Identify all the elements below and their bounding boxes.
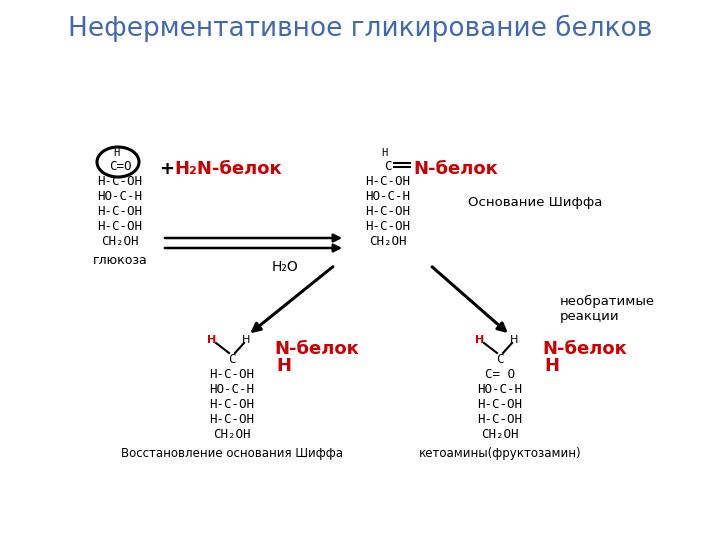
Text: H-C-OH: H-C-OH [366, 175, 410, 188]
Text: CH₂OH: CH₂OH [369, 235, 407, 248]
Text: CH₂OH: CH₂OH [213, 428, 251, 441]
Text: кетоамины(фруктозамин): кетоамины(фруктозамин) [419, 447, 581, 460]
Text: H: H [276, 357, 291, 375]
Text: HO-C-H: HO-C-H [97, 190, 143, 203]
Text: Восстановление основания Шиффа: Восстановление основания Шиффа [121, 447, 343, 460]
Text: H-C-OH: H-C-OH [366, 220, 410, 233]
Text: H: H [475, 335, 485, 345]
Text: H₂O: H₂O [271, 260, 298, 274]
Text: C: C [496, 353, 504, 366]
Text: H-C-OH: H-C-OH [210, 368, 254, 381]
Text: H-C-OH: H-C-OH [97, 205, 143, 218]
Text: CH₂OH: CH₂OH [481, 428, 518, 441]
Text: C=O: C=O [109, 160, 131, 173]
Text: Основание Шиффа: Основание Шиффа [468, 196, 603, 209]
Text: H: H [381, 148, 387, 158]
Text: H-C-OH: H-C-OH [477, 413, 523, 426]
Text: HO-C-H: HO-C-H [477, 383, 523, 396]
Text: H: H [207, 335, 217, 345]
Text: H: H [544, 357, 559, 375]
Text: C: C [228, 353, 235, 366]
Text: HO-C-H: HO-C-H [366, 190, 410, 203]
Text: CH₂OH: CH₂OH [102, 235, 139, 248]
Text: N-белок: N-белок [274, 340, 359, 358]
Text: N-белок: N-белок [542, 340, 626, 358]
Text: +: + [160, 160, 181, 178]
Text: H-C-OH: H-C-OH [97, 175, 143, 188]
Text: H-C-OH: H-C-OH [97, 220, 143, 233]
Text: H-C-OH: H-C-OH [366, 205, 410, 218]
Text: необратимые
реакции: необратимые реакции [560, 295, 655, 323]
Text: H: H [510, 335, 518, 345]
Text: HO-C-H: HO-C-H [210, 383, 254, 396]
Text: H-C-OH: H-C-OH [210, 398, 254, 411]
Text: C= O: C= O [485, 368, 515, 381]
Text: H₂N-белок: H₂N-белок [174, 160, 282, 178]
Text: H-C-OH: H-C-OH [477, 398, 523, 411]
Text: C: C [384, 160, 392, 173]
Text: Неферментативное гликирование белков: Неферментативное гликирование белков [68, 15, 652, 42]
Text: H: H [113, 148, 119, 158]
Text: H: H [242, 335, 250, 345]
Text: H-C-OH: H-C-OH [210, 413, 254, 426]
Text: N-белок: N-белок [413, 160, 498, 178]
Text: глюкоза: глюкоза [93, 254, 148, 267]
